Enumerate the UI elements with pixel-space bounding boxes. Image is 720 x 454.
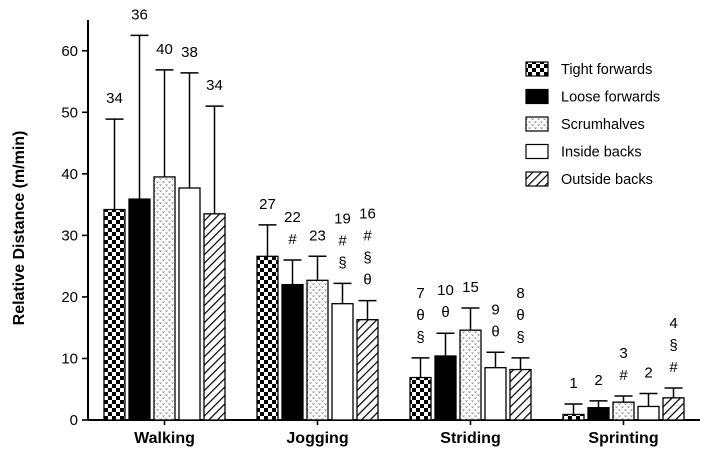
legend-swatch [525, 88, 549, 105]
significance-marker: # [363, 228, 372, 245]
bar [562, 413, 585, 421]
significance-marker: § [516, 329, 524, 346]
data-label: 10 [437, 282, 454, 299]
data-label: 15 [462, 279, 479, 296]
bar [662, 397, 685, 421]
y-axis-label: Relative Distance (m/min) [11, 131, 28, 326]
bar [306, 279, 329, 421]
data-label: 7 [416, 285, 424, 302]
legend-swatch [525, 61, 549, 77]
data-label: 38 [181, 44, 198, 61]
legend: Tight forwards Loose forwards Scrumhalves I… [525, 61, 660, 188]
x-tick-label: Walking [134, 430, 195, 447]
bar [459, 329, 482, 421]
bar [281, 283, 304, 421]
bar [434, 355, 457, 421]
data-label: 2 [644, 365, 652, 382]
bar [356, 319, 379, 421]
bar [509, 368, 532, 421]
bar [256, 255, 279, 421]
legend-label: Inside backs [561, 145, 642, 161]
significance-marker: § [416, 329, 424, 346]
legend-label: Loose forwards [561, 90, 660, 106]
significance-marker: § [338, 254, 346, 271]
data-label: 4 [669, 315, 677, 332]
y-tick-label: 40 [61, 166, 78, 183]
y-tick-label: 0 [70, 412, 78, 429]
y-tick-label: 60 [61, 43, 78, 60]
data-label: 1 [569, 375, 577, 392]
legend-label: Tight forwards [561, 62, 652, 78]
legend-label: Scrumhalves [561, 117, 645, 133]
data-label: 34 [106, 90, 123, 107]
data-label: 40 [156, 41, 173, 58]
bar [153, 176, 176, 421]
significance-marker: # [619, 367, 628, 384]
bar [637, 405, 660, 421]
data-label: 19 [334, 210, 351, 227]
legend-swatch [525, 143, 549, 160]
significance-marker: § [669, 337, 677, 354]
bar [409, 376, 432, 421]
data-label: 36 [131, 6, 148, 23]
significance-marker: § [363, 250, 371, 267]
bar [331, 303, 354, 421]
significance-marker: θ [363, 272, 371, 289]
data-label: 2 [594, 372, 602, 389]
significance-marker: θ [441, 304, 449, 321]
x-tick-label: Jogging [286, 430, 348, 447]
significance-marker: θ [491, 323, 499, 340]
significance-marker: θ [416, 307, 424, 324]
data-label: 9 [491, 301, 499, 318]
significance-marker: # [338, 232, 347, 249]
y-tick-label: 10 [61, 350, 78, 367]
data-label: 23 [309, 227, 326, 244]
x-tick-label: Striding [440, 430, 500, 447]
data-label: 34 [206, 77, 223, 94]
legend-label: Outside backs [561, 172, 653, 188]
data-label: 16 [359, 206, 376, 223]
data-label: 3 [619, 345, 627, 362]
legend-swatch [525, 171, 549, 187]
significance-marker: # [669, 359, 678, 376]
significance-marker: # [288, 231, 297, 248]
y-tick-label: 20 [61, 289, 78, 306]
bar [103, 208, 126, 421]
bar [203, 213, 226, 421]
bar [128, 198, 151, 421]
data-label: 8 [516, 285, 524, 302]
bar [587, 407, 610, 421]
bar [178, 187, 201, 421]
x-tick-label: Sprinting [588, 430, 658, 447]
y-tick-label: 50 [61, 104, 78, 121]
bar [612, 401, 635, 421]
bar [484, 367, 507, 421]
significance-marker: θ [516, 307, 524, 324]
data-label: 22 [284, 209, 301, 226]
legend-swatch [525, 116, 549, 132]
data-label: 27 [259, 196, 276, 213]
y-tick-label: 30 [61, 227, 78, 244]
